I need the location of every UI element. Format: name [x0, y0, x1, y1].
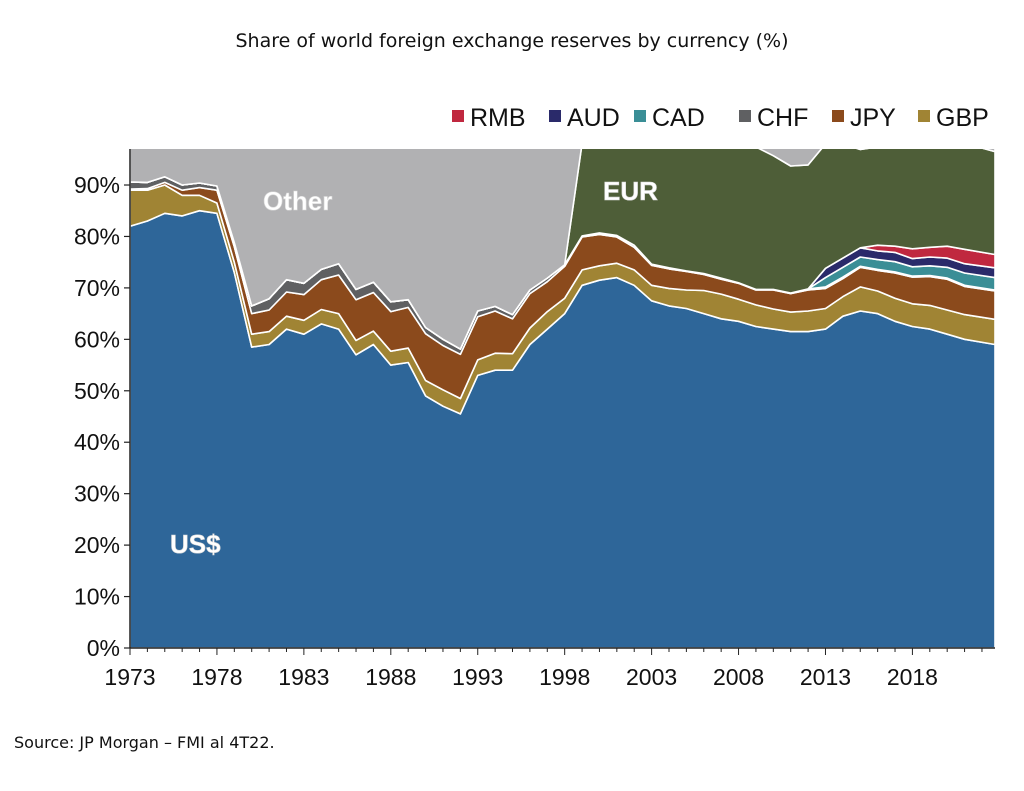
y-tick-label: 0%: [87, 635, 120, 661]
x-tick-label: 1983: [278, 664, 329, 690]
label-usd: US$: [170, 529, 221, 559]
area-other: [130, 149, 995, 350]
legend-item-gbp: GBP: [918, 104, 989, 132]
legend-label: CAD: [652, 104, 705, 132]
y-tick-label: 60%: [74, 326, 120, 352]
legend-label: AUD: [567, 104, 620, 132]
axes: 0% 10% 20% 30% 40% 50% 60% 70% 80% 90% 1973 1978 198…: [74, 149, 995, 690]
y-tick-label: 40%: [74, 429, 120, 455]
y-tick-label: 50%: [74, 378, 120, 404]
legend-item-aud: AUD: [549, 104, 620, 132]
label-eur: EUR: [603, 176, 658, 206]
legend-swatch: [634, 110, 646, 122]
chart-title: Share of world foreign exchange reserves…: [235, 30, 789, 52]
legend-label: JPY: [850, 104, 896, 132]
label-other: Other: [263, 186, 332, 216]
y-tick-label: 20%: [74, 532, 120, 558]
legend-label: RMB: [470, 104, 526, 132]
x-tick-label: 1988: [365, 664, 416, 690]
legend-item-chf: CHF: [739, 104, 808, 132]
y-tick-label: 30%: [74, 481, 120, 507]
legend-swatch: [549, 110, 561, 122]
x-tick-label: 2008: [713, 664, 764, 690]
series-areas: [130, 149, 995, 648]
y-tick-label: 90%: [74, 172, 120, 198]
legend-swatch: [918, 110, 930, 122]
y-tick-label: 10%: [74, 584, 120, 610]
legend-item-jpy: JPY: [832, 104, 896, 132]
x-tick-label: 1978: [191, 664, 242, 690]
legend-swatch: [739, 110, 751, 122]
legend-label: GBP: [936, 104, 989, 132]
legend-label: CHF: [757, 104, 808, 132]
x-tick-label: 2013: [800, 664, 851, 690]
source-note: Source: JP Morgan – FMI al 4T22.: [14, 733, 275, 752]
x-tick-label: 2018: [887, 664, 938, 690]
legend: RMB AUD CAD CHF JPY GBP: [452, 104, 989, 132]
x-tick-label: 1998: [539, 664, 590, 690]
legend-item-cad: CAD: [634, 104, 705, 132]
legend-item-rmb: RMB: [452, 104, 526, 132]
y-tick-label: 70%: [74, 275, 120, 301]
legend-swatch: [832, 110, 844, 122]
y-tick-label: 80%: [74, 223, 120, 249]
x-tick-label: 1973: [104, 664, 155, 690]
x-tick-label: 2003: [626, 664, 677, 690]
legend-swatch: [452, 110, 464, 122]
x-tick-label: 1993: [452, 664, 503, 690]
